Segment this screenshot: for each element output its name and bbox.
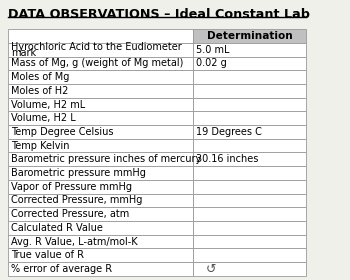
Bar xyxy=(193,125,306,139)
Text: 0.02 g: 0.02 g xyxy=(196,58,227,68)
Bar xyxy=(8,153,193,166)
Bar xyxy=(193,207,306,221)
Bar xyxy=(193,193,306,207)
Text: Vapor of Pressure mmHg: Vapor of Pressure mmHg xyxy=(11,182,132,192)
Text: Calculated R Value: Calculated R Value xyxy=(11,223,103,233)
Bar xyxy=(193,221,306,235)
Text: True value of R: True value of R xyxy=(11,250,84,260)
Text: Barometric pressure inches of mercury: Barometric pressure inches of mercury xyxy=(11,154,202,164)
Bar xyxy=(8,29,193,43)
Bar xyxy=(8,57,193,70)
Text: Determination: Determination xyxy=(206,31,292,41)
Bar xyxy=(193,153,306,166)
Text: Moles of Mg: Moles of Mg xyxy=(11,72,70,82)
Text: DATA OBSERVATIONS – Ideal Constant Lab: DATA OBSERVATIONS – Ideal Constant Lab xyxy=(8,8,310,21)
Bar xyxy=(8,262,193,276)
Text: Temp Degree Celsius: Temp Degree Celsius xyxy=(11,127,114,137)
Bar xyxy=(193,248,306,262)
Text: % error of average R: % error of average R xyxy=(11,264,112,274)
Bar xyxy=(193,70,306,84)
Text: Mass of Mg, g (weight of Mg metal): Mass of Mg, g (weight of Mg metal) xyxy=(11,58,184,68)
Bar xyxy=(8,43,193,57)
Bar xyxy=(193,57,306,70)
Bar xyxy=(193,235,306,248)
Bar xyxy=(8,180,193,193)
Bar xyxy=(8,84,193,98)
Bar xyxy=(193,262,306,276)
Bar xyxy=(193,180,306,193)
Text: ↺: ↺ xyxy=(206,262,217,276)
Bar xyxy=(193,84,306,98)
Bar xyxy=(8,193,193,207)
Text: Temp Kelvin: Temp Kelvin xyxy=(11,141,70,151)
Bar xyxy=(8,166,193,180)
Text: Barometric pressure mmHg: Barometric pressure mmHg xyxy=(11,168,146,178)
Text: Volume, H2 mL: Volume, H2 mL xyxy=(11,99,86,109)
Text: Volume, H2 L: Volume, H2 L xyxy=(11,113,76,123)
Text: Avg. R Value, L-atm/mol-K: Avg. R Value, L-atm/mol-K xyxy=(11,237,138,247)
Bar xyxy=(8,70,193,84)
Bar xyxy=(8,111,193,125)
Bar xyxy=(193,43,306,57)
Bar xyxy=(8,139,193,153)
Bar xyxy=(8,221,193,235)
Bar xyxy=(193,111,306,125)
Text: mark: mark xyxy=(11,48,36,58)
Bar xyxy=(8,98,193,111)
Bar xyxy=(193,29,306,43)
Bar xyxy=(8,235,193,248)
Bar xyxy=(193,98,306,111)
Text: Corrected Pressure, atm: Corrected Pressure, atm xyxy=(11,209,129,219)
Bar xyxy=(8,248,193,262)
Bar xyxy=(8,125,193,139)
Text: 5.0 mL: 5.0 mL xyxy=(196,45,230,55)
Text: 19 Degrees C: 19 Degrees C xyxy=(196,127,262,137)
Text: Hyrochloric Acid to the Eudiometer: Hyrochloric Acid to the Eudiometer xyxy=(11,42,182,52)
Text: 30.16 inches: 30.16 inches xyxy=(196,154,259,164)
Bar xyxy=(193,139,306,153)
Text: Corrected Pressure, mmHg: Corrected Pressure, mmHg xyxy=(11,195,143,206)
Bar xyxy=(193,166,306,180)
Text: Moles of H2: Moles of H2 xyxy=(11,86,69,96)
Bar xyxy=(8,207,193,221)
